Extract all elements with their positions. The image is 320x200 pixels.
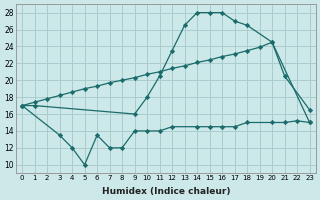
X-axis label: Humidex (Indice chaleur): Humidex (Indice chaleur) (102, 187, 230, 196)
